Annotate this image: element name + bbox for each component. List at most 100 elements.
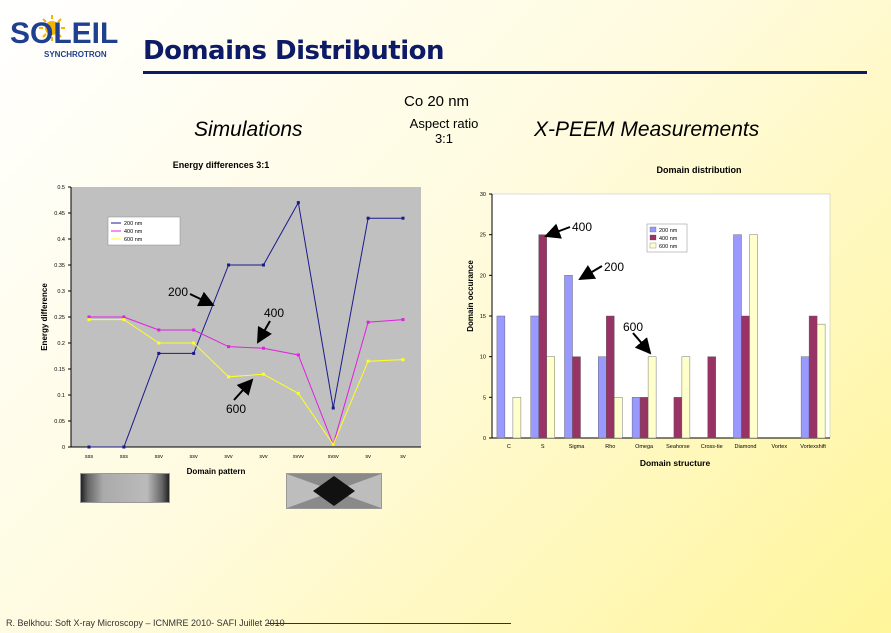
chart-title: Domain distribution bbox=[657, 165, 742, 175]
data-point bbox=[227, 345, 231, 349]
bar bbox=[733, 234, 742, 439]
bar bbox=[538, 234, 547, 439]
annotation-right-400: 400 bbox=[572, 220, 593, 234]
data-point bbox=[296, 391, 300, 395]
x-tick-label: ssv bbox=[155, 454, 164, 460]
bar bbox=[530, 315, 539, 439]
y-tick-label: 0.5 bbox=[57, 185, 65, 191]
annotation-right-200: 200 bbox=[604, 260, 625, 274]
aspect-ratio-text: Aspect ratio bbox=[409, 116, 479, 131]
y-axis-title: Domain occurance bbox=[466, 260, 475, 332]
data-point bbox=[296, 353, 300, 357]
x-tick-label: svv bbox=[259, 454, 268, 460]
data-point bbox=[227, 375, 231, 379]
x-tick-label: Rho bbox=[605, 444, 615, 450]
data-point bbox=[87, 318, 91, 322]
data-point bbox=[331, 442, 335, 446]
y-tick-label: 30 bbox=[480, 192, 486, 198]
x-axis-title: Domain structure bbox=[640, 458, 711, 468]
legend-swatch bbox=[649, 242, 657, 249]
data-point bbox=[87, 315, 91, 319]
sun-icon bbox=[39, 15, 65, 41]
data-point bbox=[261, 346, 265, 350]
bar bbox=[606, 315, 615, 439]
bar bbox=[598, 356, 607, 439]
data-point bbox=[296, 201, 300, 205]
x-tick-label: Vortexshift bbox=[800, 444, 826, 450]
bar bbox=[572, 356, 581, 439]
y-tick-label: 10 bbox=[480, 355, 486, 361]
legend-swatch bbox=[649, 226, 657, 233]
xpeem-heading: X-PEEM Measurements bbox=[534, 118, 760, 141]
data-point bbox=[157, 328, 161, 332]
bar bbox=[741, 315, 750, 439]
bar bbox=[816, 323, 826, 439]
x-axis-title: Domain pattern bbox=[187, 467, 246, 476]
x-tick-label: S bbox=[541, 444, 545, 450]
legend-label: 400 nm bbox=[659, 236, 678, 242]
x-tick-label: sss bbox=[85, 454, 94, 460]
x-tick-label: Vortex bbox=[772, 444, 788, 450]
footer-rule bbox=[268, 623, 511, 624]
x-tick-label: svsv bbox=[328, 454, 339, 460]
bar bbox=[639, 397, 649, 439]
legend-label: 200 nm bbox=[659, 228, 678, 234]
logo-wordmark: SOLEIL bbox=[10, 17, 119, 50]
y-tick-label: 0.3 bbox=[57, 289, 65, 295]
bar bbox=[512, 397, 522, 439]
data-point bbox=[261, 372, 265, 376]
x-tick-label: Seahorse bbox=[666, 444, 690, 450]
data-point bbox=[401, 318, 405, 322]
data-point bbox=[122, 315, 126, 319]
bar bbox=[673, 397, 683, 439]
legend-swatch bbox=[649, 234, 657, 241]
y-tick-label: 0.15 bbox=[54, 367, 65, 373]
bar bbox=[707, 356, 716, 439]
logo-subtitle: SYNCHROTRON bbox=[44, 50, 107, 59]
soleil-logo: SOLEIL SYNCHROTRON bbox=[8, 12, 118, 60]
x-tick-label: Cross-tie bbox=[701, 444, 723, 450]
series-line-400nm bbox=[89, 316, 404, 446]
y-tick-label: 0.25 bbox=[54, 315, 65, 321]
annotation-left-200: 200 bbox=[168, 285, 189, 299]
co-thickness-label: Co 20 nm bbox=[404, 93, 470, 110]
legend-label: 200 nm bbox=[124, 221, 143, 227]
y-tick-label: 0.1 bbox=[57, 393, 65, 399]
data-point bbox=[192, 341, 196, 345]
y-tick-label: 20 bbox=[480, 273, 486, 279]
data-point bbox=[122, 445, 126, 449]
domain-pattern-image-2 bbox=[286, 473, 382, 509]
x-tick-label: Diamond bbox=[734, 444, 756, 450]
x-tick-label: Omega bbox=[635, 444, 654, 450]
data-point bbox=[192, 328, 196, 332]
x-tick-label: C bbox=[507, 444, 511, 450]
bar bbox=[749, 234, 758, 439]
data-point bbox=[366, 320, 370, 324]
y-tick-label: 25 bbox=[480, 233, 486, 239]
bar bbox=[564, 275, 573, 439]
data-point bbox=[192, 351, 196, 355]
x-tick-label: sv bbox=[400, 454, 406, 460]
bar bbox=[546, 356, 555, 439]
data-point bbox=[331, 406, 335, 410]
domain-distribution-chart: Domain distribution 0 5 10 15 20 25 30 C S Sigma Rh… bbox=[466, 165, 831, 468]
y-tick-label: 5 bbox=[483, 395, 486, 401]
domain-pattern-image-1 bbox=[80, 473, 170, 503]
series-line-600nm bbox=[89, 319, 404, 446]
x-tick-label: sv bbox=[365, 454, 371, 460]
bar bbox=[631, 397, 641, 439]
y-tick-label: 0.35 bbox=[54, 263, 65, 269]
aspect-ratio-value: 3:1 bbox=[434, 131, 454, 146]
legend-label: 400 nm bbox=[124, 229, 143, 235]
page-title: Domains Distribution bbox=[143, 36, 445, 66]
data-point bbox=[401, 216, 405, 220]
bar bbox=[681, 356, 691, 439]
x-tick-label: Sigma bbox=[569, 444, 586, 450]
y-axis-title: Energy difference bbox=[40, 283, 49, 351]
chart-title: Energy differences 3:1 bbox=[173, 160, 270, 170]
y-tick-label: 0 bbox=[62, 445, 65, 451]
bar bbox=[614, 397, 623, 439]
data-point bbox=[122, 318, 126, 322]
annotation-left-400: 400 bbox=[264, 306, 285, 320]
y-tick-label: 15 bbox=[480, 314, 486, 320]
